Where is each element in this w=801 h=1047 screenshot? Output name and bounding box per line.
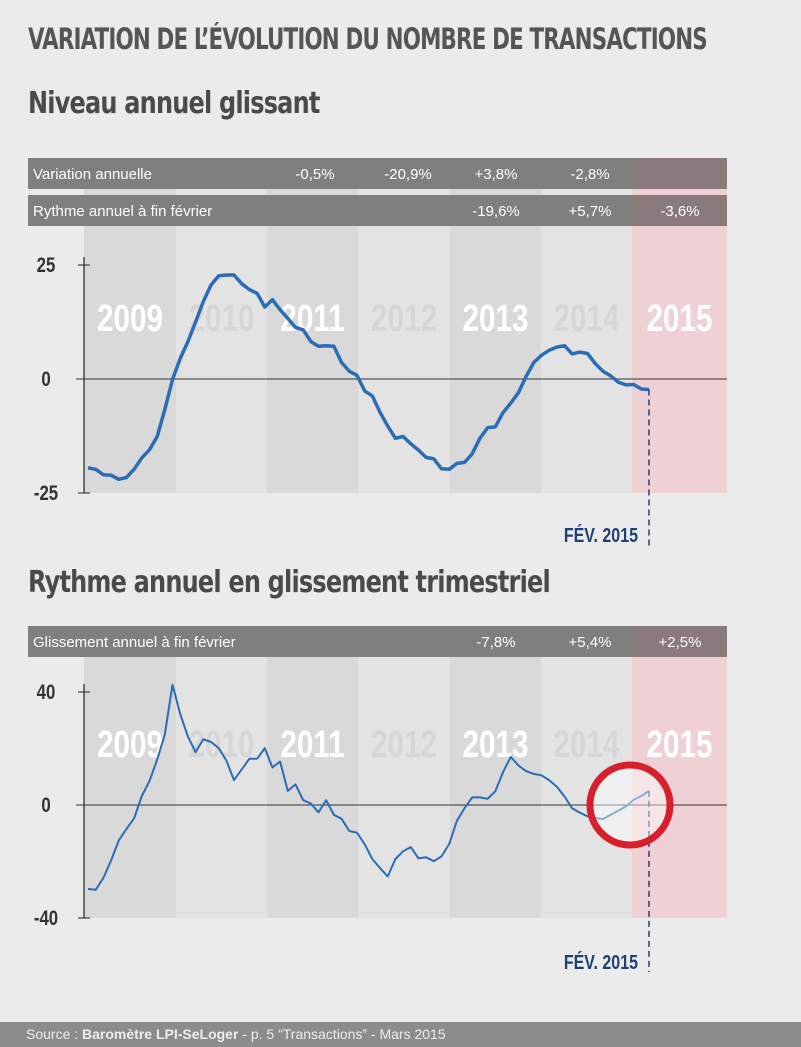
table-cell-value: +5,7%: [569, 203, 612, 220]
table-row-bar-2015: [633, 626, 727, 657]
source-suffix: - p. 5 “Transactions” - Mars 2015: [238, 1026, 446, 1042]
y-tick-label: 25: [37, 254, 56, 277]
year-label-2014: 2014: [554, 724, 620, 766]
year-label-2012: 2012: [371, 724, 437, 766]
table-row-bar-2015: [633, 158, 727, 189]
table-cell-value: -19,6%: [472, 203, 520, 220]
table-cell-value: +5,4%: [569, 634, 612, 651]
table-row-label: Glissement annuel à fin février: [33, 634, 236, 651]
table-cell-value: -20,9%: [384, 166, 432, 183]
source-footer: Source : Baromètre LPI-SeLoger - p. 5 “T…: [0, 1022, 801, 1047]
feb-2015-label: FÉV. 2015: [564, 950, 638, 973]
y-tick-label: 0: [41, 368, 50, 391]
y-tick-label: 0: [41, 794, 50, 817]
highlight-circle: [586, 761, 674, 849]
table-cell-value: -7,8%: [476, 634, 515, 651]
table-row-bar: [28, 626, 633, 657]
year-label-2012: 2012: [371, 298, 437, 340]
year-band-2010: [176, 626, 267, 918]
year-label-2013: 2013: [463, 724, 529, 766]
feb-2015-label: FÉV. 2015: [564, 523, 638, 546]
table-cell-value: +3,8%: [475, 166, 518, 183]
year-label-2015: 2015: [647, 724, 713, 766]
page-title: VARIATION DE L’ÉVOLUTION DU NOMBRE DE TR…: [28, 22, 708, 56]
table-cell-value: -2,8%: [570, 166, 609, 183]
year-label-2009: 2009: [97, 298, 163, 340]
year-label-2009: 2009: [97, 724, 163, 766]
table-row-label: Rythme annuel à fin février: [33, 203, 212, 220]
table-row-bar: [28, 195, 633, 226]
year-band-2011: [267, 626, 358, 918]
source-prefix: Source :: [26, 1026, 83, 1042]
table-row-bar-2015: [633, 195, 727, 226]
chart1-subtitle: Niveau annuel glissant: [28, 86, 320, 121]
year-label-2011: 2011: [280, 298, 344, 340]
year-band-2009: [84, 626, 176, 918]
year-label-2011: 2011: [280, 724, 344, 766]
table-row-bar: [28, 158, 633, 189]
source-name: Baromètre LPI-SeLoger: [82, 1026, 239, 1042]
series-line: [87, 273, 650, 482]
chart2-subtitle: Rythme annuel en glissement trimestriel: [28, 565, 551, 600]
year-label-2013: 2013: [463, 298, 529, 340]
y-tick-label: -40: [34, 907, 58, 930]
table-cell-value: +2,5%: [659, 634, 702, 651]
year-label-2015: 2015: [647, 298, 713, 340]
table-cell-value: -0,5%: [295, 166, 334, 183]
year-band-2014: [541, 626, 632, 918]
chart-annual-level: Variation annuelle -0,5% -20,9% +3,8% -2,8% R…: [28, 158, 727, 546]
y-tick-label: 40: [37, 681, 56, 704]
year-band-2012: [358, 626, 450, 918]
chart-quarterly-rate: Glissement annuel à fin février -7,8% +5,4…: [28, 626, 727, 973]
year-label-2014: 2014: [554, 298, 620, 340]
table-row-label: Variation annuelle: [33, 166, 152, 183]
y-tick-label: -25: [34, 482, 59, 505]
series-line: [87, 683, 650, 891]
table-cell-value: -3,6%: [660, 203, 699, 220]
year-label-2010: 2010: [189, 724, 255, 766]
year-label-2010: 2010: [189, 298, 255, 340]
